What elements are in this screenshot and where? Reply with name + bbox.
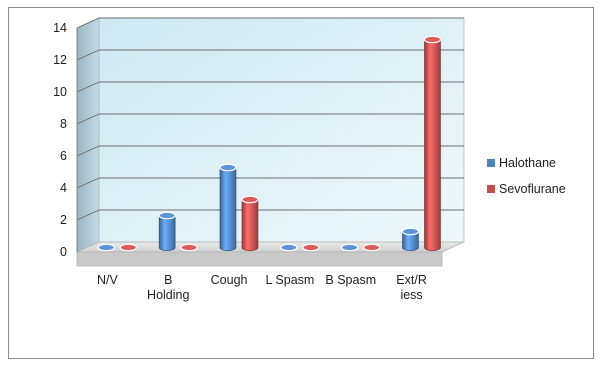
bar [97,243,115,252]
bar [219,163,237,251]
bar-top [423,35,442,44]
legend-label: Sevoflurane [499,182,566,196]
y-tick-label: 6 [60,149,67,163]
bar-body [158,215,176,251]
y-tick-label: 10 [53,85,67,99]
y-tick-label: 0 [60,245,67,259]
y-tick-label: 12 [53,53,67,67]
bar-top [158,211,176,220]
legend-swatch [487,185,495,193]
x-tick-label: N/V [97,273,119,287]
bar [363,243,381,252]
x-tick-label: B Holding [147,273,189,302]
bar [341,243,359,252]
gridline [76,113,464,125]
gridline [76,81,464,93]
bar-body [219,167,237,251]
bar [158,211,176,251]
chart-frame: 0 2 4 6 8 10 12 14 N/V B Holding Cough L Spasm B Spa… [8,7,594,359]
legend-swatch [487,159,495,167]
gridline [76,145,464,157]
bar-top [119,243,137,252]
bar-top [341,243,359,252]
bar-top [401,227,420,236]
y-tick-label: 14 [53,21,67,35]
bar [119,243,137,252]
gridline [76,177,464,189]
bar [280,243,298,252]
bar-top [302,243,320,252]
x-tick-label: Ext/R iess [396,273,427,302]
bar-top [241,195,259,204]
bar-top [219,163,237,172]
bar [180,243,198,252]
x-tick-label: L Spasm [265,273,314,287]
bar-top [280,243,298,252]
gridline [76,17,464,29]
bar-chart: 0 2 4 6 8 10 12 14 N/V B Holding Cough L Spasm B Spa… [53,17,566,302]
bar [401,227,420,251]
bar-body [402,231,419,251]
bar-body [241,199,259,251]
y-tick-label: 8 [60,117,67,131]
bar [241,195,259,251]
bar [423,35,442,251]
bar-top [97,243,115,252]
bar-top [363,243,381,252]
y-tick-label: 2 [60,213,67,227]
chart-side-wall [76,17,100,253]
y-tick-label: 4 [60,181,67,195]
chart-back-wall [98,17,465,243]
chart-floor-front [76,251,443,267]
bar-body [424,39,441,251]
bar [302,243,320,252]
x-tick-label: Cough [211,273,248,287]
gridline [76,49,464,61]
legend-label: Halothane [499,156,556,170]
bar-top [180,243,198,252]
gridline [76,209,464,221]
x-tick-label: B Spasm [325,273,376,287]
